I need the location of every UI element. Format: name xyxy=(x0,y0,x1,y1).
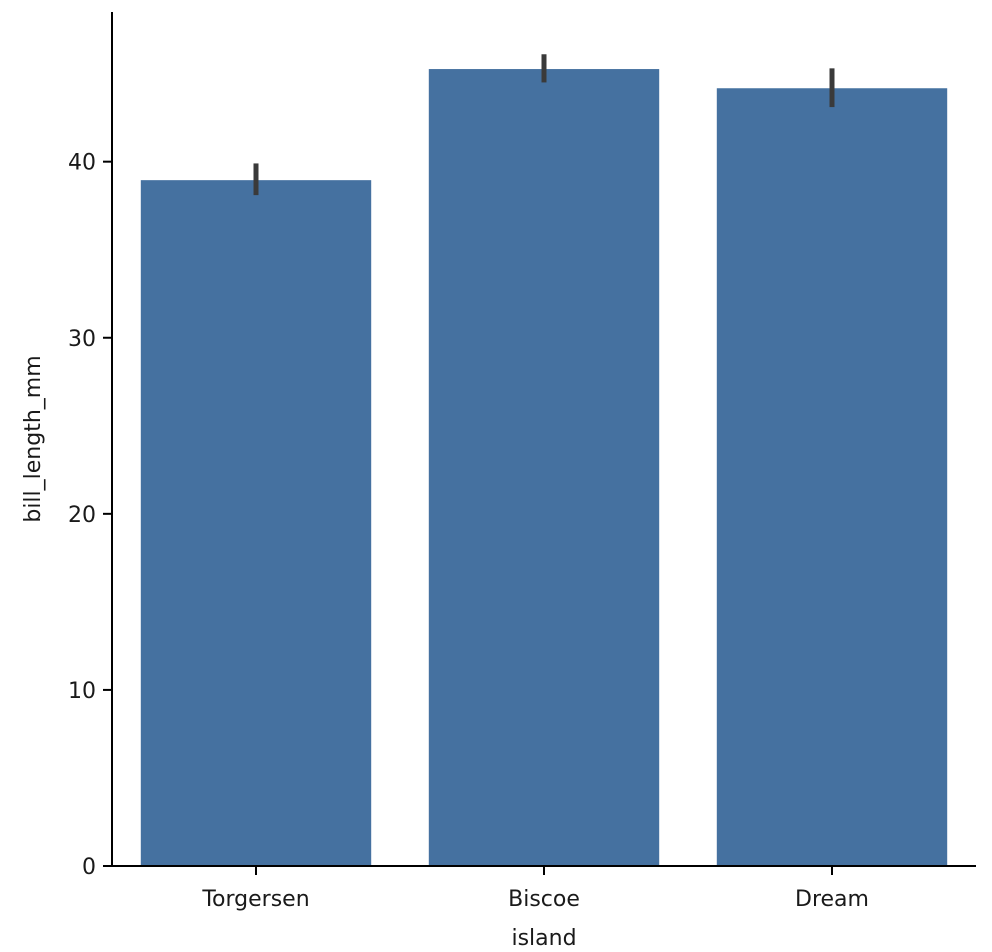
y-tick-label: 0 xyxy=(82,855,96,880)
bar-biscoe xyxy=(428,69,660,866)
bar-torgersen xyxy=(140,180,372,867)
y-axis-label: bill_length_mm xyxy=(21,355,46,522)
x-tick-label: Dream xyxy=(795,887,869,912)
x-ticks: Torgersen Biscoe Dream xyxy=(201,866,869,912)
y-ticks: 0 10 20 30 40 xyxy=(68,151,112,880)
y-tick-label: 10 xyxy=(68,679,96,704)
x-tick-label: Torgersen xyxy=(201,887,309,912)
y-tick-label: 20 xyxy=(68,503,96,528)
errorbars-layer xyxy=(253,54,835,196)
y-tick-label: 30 xyxy=(68,327,96,352)
x-axis-label: island xyxy=(511,926,576,951)
x-tick-label: Biscoe xyxy=(508,887,580,912)
bars-layer xyxy=(140,69,948,867)
y-tick-label: 40 xyxy=(68,151,96,176)
bar-dream xyxy=(716,88,948,866)
